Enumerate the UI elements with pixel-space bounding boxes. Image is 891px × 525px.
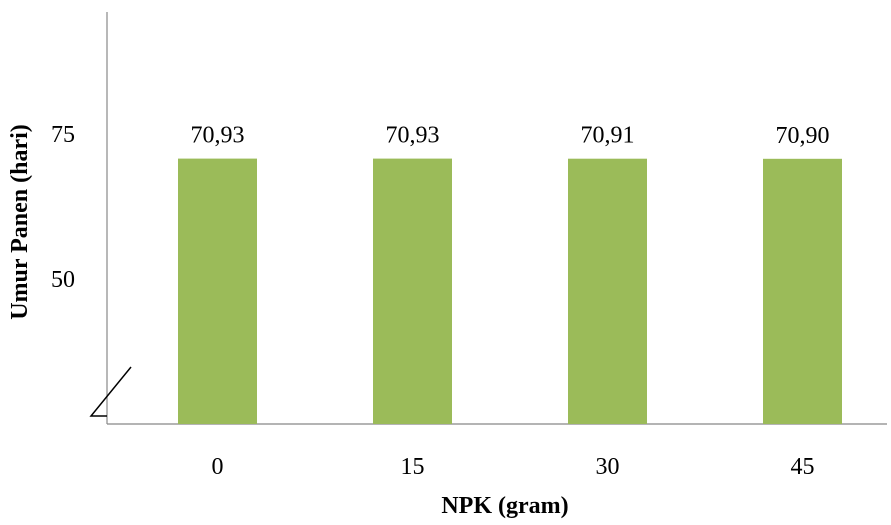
data-label-45: 70,90 xyxy=(776,123,830,149)
bar-45 xyxy=(763,158,842,425)
bar-series xyxy=(178,158,842,425)
x-tick-labels: 0 15 30 45 xyxy=(212,454,815,480)
data-label-0: 70,93 xyxy=(191,123,245,149)
bar-0 xyxy=(178,158,257,424)
x-tick-label-45: 45 xyxy=(791,454,815,480)
y-tick-label-50: 50 xyxy=(51,267,75,293)
data-label-15: 70,93 xyxy=(386,123,440,149)
x-tick-label-30: 30 xyxy=(596,454,620,480)
x-tick-label-15: 15 xyxy=(401,454,425,480)
bar-30 xyxy=(568,158,647,424)
axis-break-mark xyxy=(89,366,132,417)
x-tick-label-0: 0 xyxy=(212,454,224,480)
bar-15 xyxy=(373,158,452,424)
y-tick-label-75: 75 xyxy=(51,122,75,148)
y-axis-title: Umur Panen (hari) xyxy=(7,124,33,320)
data-label-30: 70,91 xyxy=(581,123,635,149)
data-labels: 70,93 70,93 70,91 70,90 xyxy=(191,123,830,149)
x-axis-title: NPK (gram) xyxy=(441,493,568,519)
